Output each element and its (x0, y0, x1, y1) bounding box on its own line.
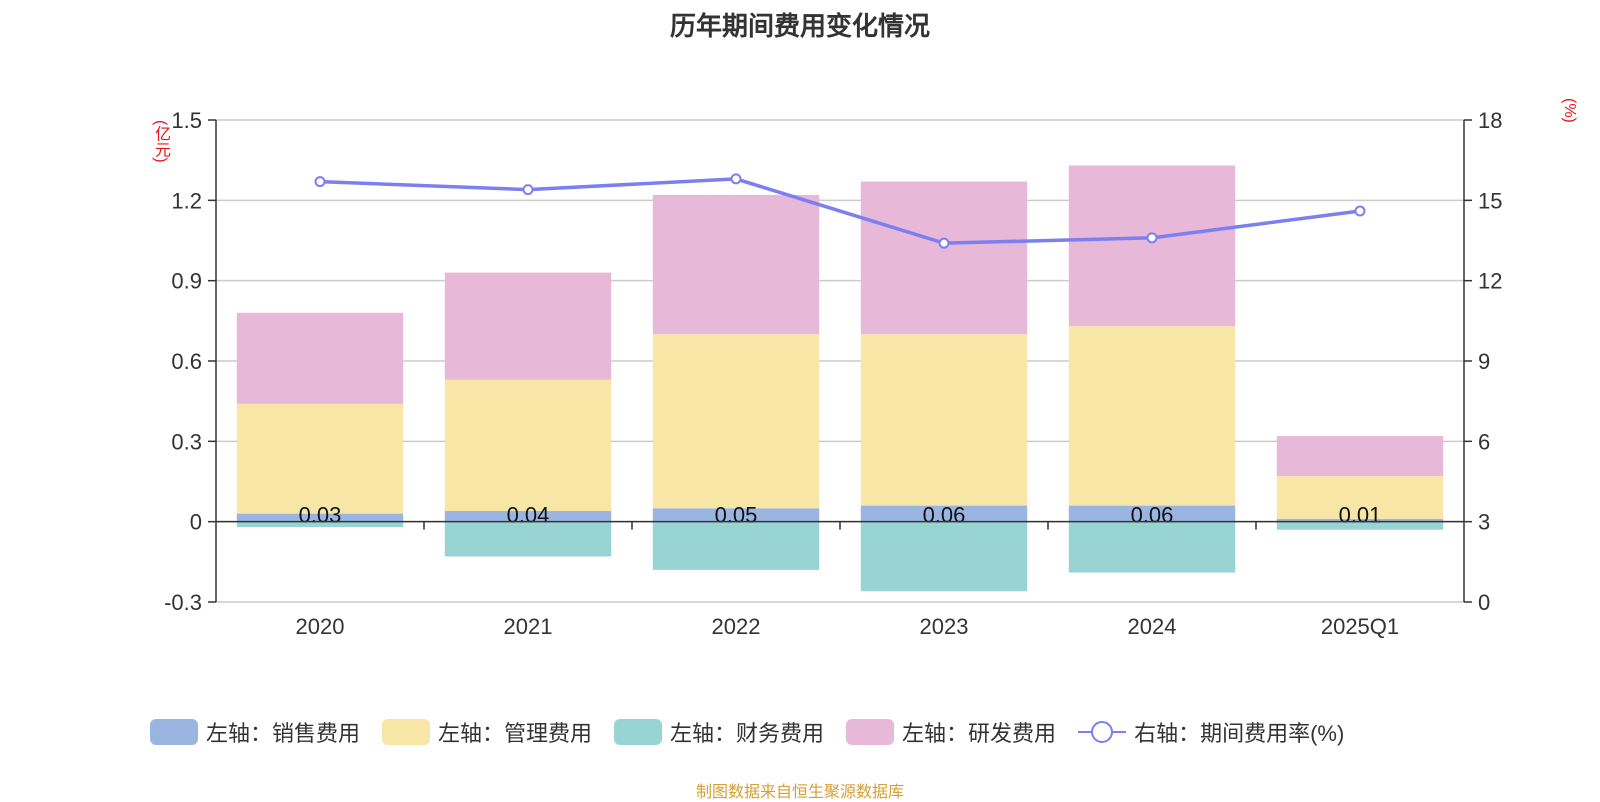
rate-point (522, 184, 534, 196)
bar-sales (444, 510, 612, 522)
left-axis-tick-label: 0 (190, 510, 202, 535)
bar-sales (860, 505, 1028, 522)
bar-rd (444, 272, 612, 380)
bar-rd (236, 312, 404, 404)
left-axis-tick-label: 0.6 (171, 349, 202, 374)
legend-swatch-finance (614, 719, 663, 745)
legend-swatch-rd (846, 719, 895, 745)
right-axis-tick-label: 6 (1478, 429, 1490, 454)
legend-label-admin: 左轴：管理费用 (438, 721, 593, 746)
legend-item-admin[interactable]: 左轴：管理费用 (382, 716, 592, 748)
bar-sales (1068, 505, 1236, 522)
rate-point (314, 176, 326, 188)
axes-layer: -0.3 0 0.3 0.6 0.9 1.2 1.5 0 3 6 9 12 15 18 2020 2021 20… (164, 108, 1502, 639)
bar-data-label: 0.03 (299, 503, 342, 528)
bar-data-label: 0.01 (1339, 503, 1382, 528)
right-axis-unit: (%) (1561, 98, 1578, 123)
left-axis-tick-label: 1.5 (171, 108, 202, 133)
rate-line (319, 177, 1361, 245)
right-axis-tick-label: 0 (1478, 590, 1490, 615)
bar-sales (1276, 518, 1444, 522)
bar-rd (1068, 165, 1236, 327)
rate-point (730, 173, 742, 185)
bar-rd (652, 194, 820, 335)
bar-rd (1276, 435, 1444, 477)
legend-item-sales[interactable]: 左轴：销售费用 (150, 716, 360, 748)
legend: 左轴：销售费用 左轴：管理费用 左轴：财务费用 左轴：研发费用 右轴：期间费用率… (150, 716, 1366, 748)
bar-admin (860, 334, 1028, 506)
chart-title: 历年期间费用变化情况 (669, 11, 930, 41)
left-axis-tick-label: 1.2 (171, 188, 202, 213)
rate-point (1354, 205, 1366, 217)
left-axis-tick-label: -0.3 (164, 590, 202, 615)
bar-finance (236, 521, 404, 528)
line-layer (314, 173, 1366, 249)
legend-label-rate: 右轴：期间费用率(%) (1134, 721, 1345, 746)
bar-rd (860, 181, 1028, 335)
legend-item-rate[interactable]: 右轴：期间费用率(%) (1078, 716, 1344, 748)
legend-label-rd: 左轴：研发费用 (902, 721, 1057, 746)
bar-admin (444, 379, 612, 511)
data-source-note: 制图数据来自恒生聚源数据库 (695, 784, 904, 801)
x-axis-tick-label: 2020 (296, 614, 345, 639)
bar-data-label: 0.04 (507, 503, 550, 528)
legend-swatch-rate (1078, 719, 1127, 745)
left-axis-tick-label: 0.3 (171, 429, 202, 454)
bar-finance (444, 521, 612, 557)
rate-point (1146, 232, 1158, 244)
legend-swatch-admin (382, 719, 431, 745)
bar-admin (236, 403, 404, 514)
legend-label-finance: 左轴：财务费用 (670, 721, 825, 746)
bar-finance (1068, 521, 1236, 573)
rate-point (938, 237, 950, 249)
bar-data-label: 0.05 (715, 503, 758, 528)
bar-finance (860, 521, 1028, 592)
chart-plot: 0.03 0.04 0.05 0.06 0.06 0.01 -0.3 0 0.3 0.6 0.9 1… (164, 108, 1502, 639)
x-axis-tick-label: 2022 (712, 614, 761, 639)
right-axis-tick-label: 3 (1478, 510, 1490, 535)
legend-item-finance[interactable]: 左轴：财务费用 (614, 716, 824, 748)
legend-item-rd[interactable]: 左轴：研发费用 (846, 716, 1056, 748)
right-axis-tick-label: 18 (1478, 108, 1502, 133)
right-axis-tick-label: 12 (1478, 269, 1502, 294)
right-axis-tick-label: 15 (1478, 188, 1502, 213)
left-axis-tick-label: 0.9 (171, 269, 202, 294)
x-axis-tick-label: 2021 (504, 614, 553, 639)
bar-data-label: 0.06 (1131, 503, 1174, 528)
legend-swatch-sales (150, 719, 198, 745)
bar-finance (652, 521, 820, 570)
bar-admin (1068, 326, 1236, 506)
bar-finance (1276, 521, 1444, 530)
legend-label-sales: 左轴：销售费用 (206, 721, 361, 746)
bar-layer: 0.03 0.04 0.05 0.06 0.06 0.01 (236, 165, 1444, 592)
right-axis-tick-label: 9 (1478, 349, 1490, 374)
left-axis-unit: (亿元) (152, 120, 169, 163)
bar-admin (652, 334, 820, 509)
grid-lines (216, 119, 1464, 603)
bar-sales (236, 513, 404, 522)
bar-admin (1276, 476, 1444, 519)
bar-data-label: 0.06 (923, 503, 966, 528)
x-axis-tick-label: 2024 (1128, 614, 1177, 639)
bar-sales (652, 508, 820, 522)
x-axis-tick-label: 2023 (920, 614, 969, 639)
x-axis-tick-label: 2025Q1 (1321, 614, 1399, 639)
